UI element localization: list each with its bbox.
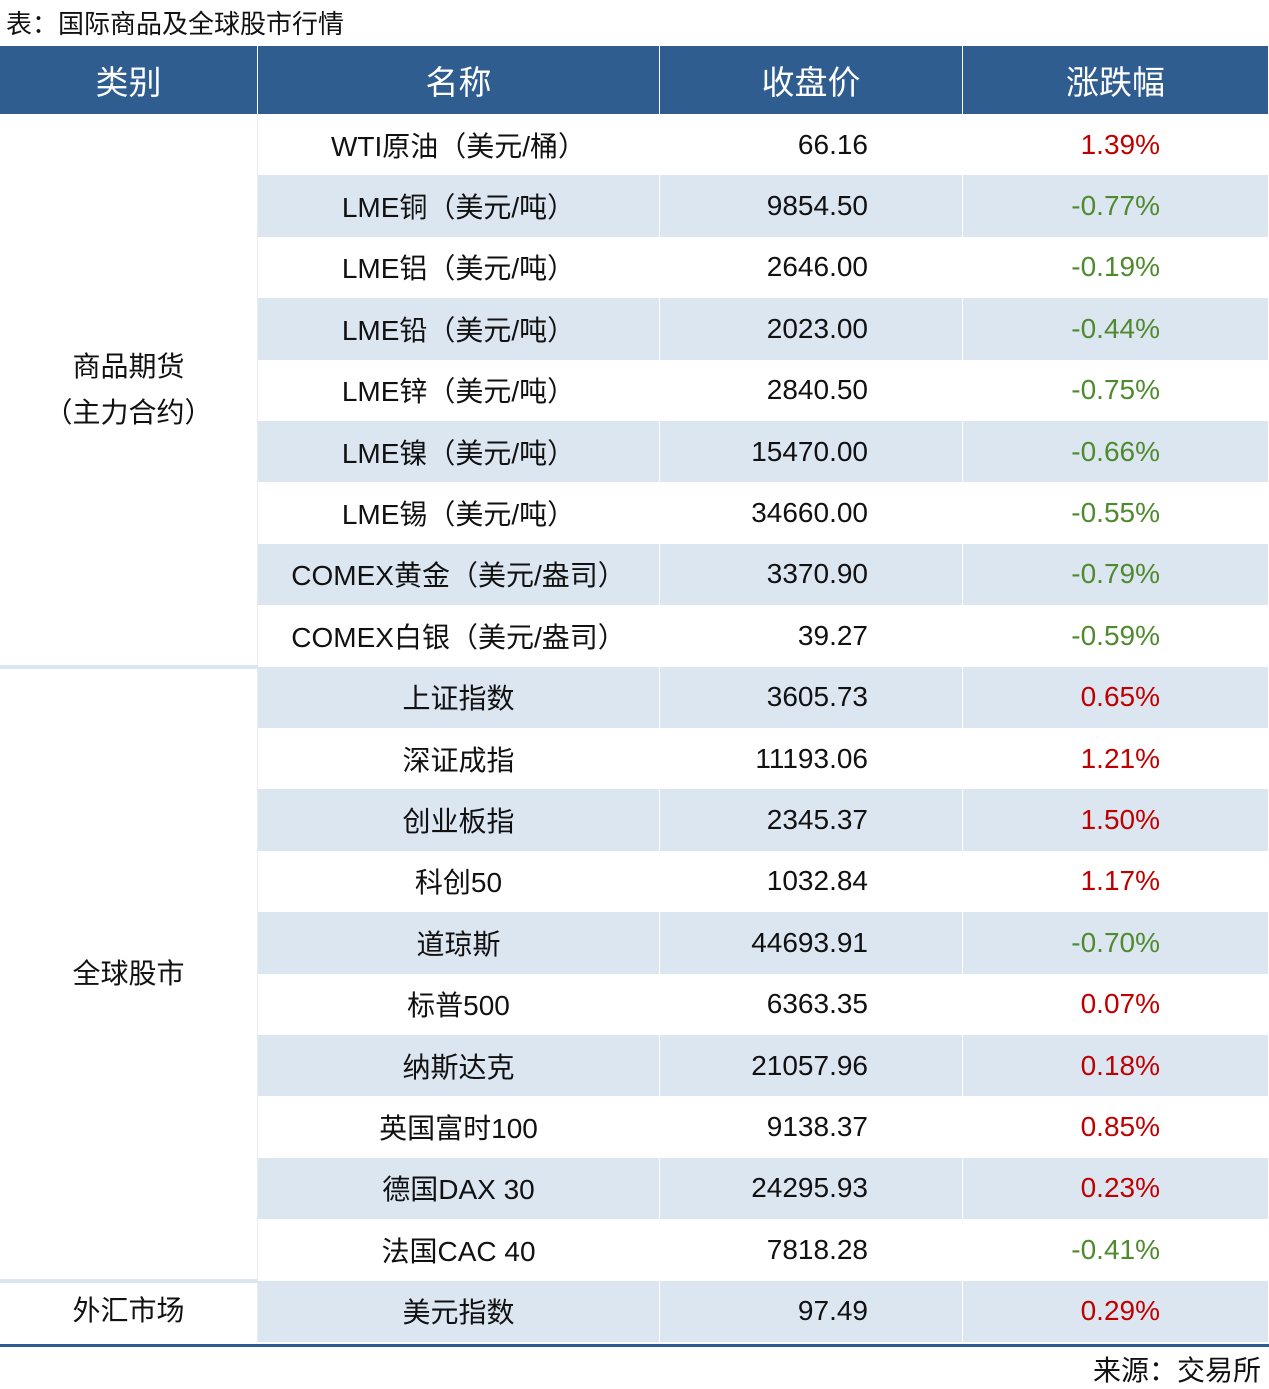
- category-text: 全球股市: [72, 957, 185, 989]
- name-cell: 英国富时100: [258, 1096, 660, 1158]
- change-cell: -0.55%: [963, 482, 1269, 544]
- header-cell: 涨跌幅: [963, 46, 1269, 114]
- change-cell: 0.29%: [963, 1280, 1269, 1342]
- price-cell: 6363.35: [660, 973, 963, 1035]
- name-cell: COMEX白银（美元/盎司）: [258, 605, 660, 667]
- name-cell: LME铅（美元/吨）: [258, 298, 660, 360]
- name-cell: 深证成指: [258, 728, 660, 790]
- change-cell: 1.39%: [963, 114, 1269, 176]
- change-cell: -0.19%: [963, 236, 1269, 299]
- category-cell: 外汇市场: [0, 1280, 258, 1342]
- price-cell: 44693.91: [660, 912, 963, 974]
- change-cell: -0.44%: [963, 298, 1269, 360]
- group-separator: [0, 1278, 258, 1283]
- change-cell: 1.17%: [963, 850, 1269, 913]
- change-cell: 1.21%: [963, 728, 1269, 790]
- change-cell: -0.77%: [963, 175, 1269, 237]
- change-cell: 0.07%: [963, 973, 1269, 1035]
- name-cell: 美元指数: [258, 1280, 660, 1342]
- price-cell: 97.49: [660, 1280, 963, 1342]
- header-cell: 收盘价: [660, 46, 963, 114]
- name-cell: LME铜（美元/吨）: [258, 175, 660, 237]
- change-cell: -0.59%: [963, 605, 1269, 667]
- name-cell: 德国DAX 30: [258, 1157, 660, 1220]
- price-cell: 2840.50: [660, 359, 963, 421]
- price-cell: 66.16: [660, 114, 963, 176]
- group-separator: [0, 664, 258, 669]
- price-cell: 11193.06: [660, 728, 963, 790]
- table-bottom-border: [0, 1344, 1269, 1347]
- price-cell: 24295.93: [660, 1157, 963, 1220]
- price-cell: 15470.00: [660, 421, 963, 483]
- price-cell: 2023.00: [660, 298, 963, 360]
- name-cell: WTI原油（美元/桶）: [258, 114, 660, 176]
- change-cell: 0.18%: [963, 1035, 1269, 1097]
- table-title: 表：国际商品及全球股市行情: [6, 8, 345, 39]
- category-text: （主力合约）: [44, 397, 213, 429]
- price-cell: 9138.37: [660, 1096, 963, 1158]
- change-cell: 0.65%: [963, 666, 1269, 728]
- change-cell: -0.75%: [963, 359, 1269, 421]
- name-cell: 法国CAC 40: [258, 1219, 660, 1281]
- category-cell: 全球股市: [0, 666, 258, 1281]
- name-cell: COMEX黄金（美元/盎司）: [258, 543, 660, 606]
- category-cell: 商品期货 （主力合约）: [0, 114, 258, 667]
- name-cell: LME锌（美元/吨）: [258, 359, 660, 421]
- change-cell: 0.85%: [963, 1096, 1269, 1158]
- name-cell: LME锡（美元/吨）: [258, 482, 660, 544]
- price-cell: 2646.00: [660, 236, 963, 299]
- change-cell: 1.50%: [963, 789, 1269, 851]
- price-cell: 1032.84: [660, 850, 963, 913]
- name-cell: 道琼斯: [258, 912, 660, 974]
- name-cell: LME铝（美元/吨）: [258, 236, 660, 299]
- price-cell: 34660.00: [660, 482, 963, 544]
- change-cell: -0.79%: [963, 543, 1269, 606]
- name-cell: 上证指数: [258, 666, 660, 728]
- category-text: 外汇市场: [72, 1295, 185, 1327]
- price-cell: 3605.73: [660, 666, 963, 728]
- price-cell: 39.27: [660, 605, 963, 667]
- source-note: 来源：交易所: [1092, 1355, 1261, 1386]
- header-cell: 名称: [258, 46, 660, 114]
- name-cell: 创业板指: [258, 789, 660, 851]
- change-cell: -0.70%: [963, 912, 1269, 974]
- price-cell: 3370.90: [660, 543, 963, 606]
- change-cell: 0.23%: [963, 1157, 1269, 1220]
- price-cell: 7818.28: [660, 1219, 963, 1281]
- category-text: 商品期货: [72, 351, 185, 383]
- price-cell: 21057.96: [660, 1035, 963, 1097]
- name-cell: 标普500: [258, 973, 660, 1035]
- name-cell: 纳斯达克: [258, 1035, 660, 1097]
- change-cell: -0.41%: [963, 1219, 1269, 1281]
- header-cell: 类别: [0, 46, 258, 114]
- price-cell: 2345.37: [660, 789, 963, 851]
- name-cell: LME镍（美元/吨）: [258, 421, 660, 483]
- price-cell: 9854.50: [660, 175, 963, 237]
- name-cell: 科创50: [258, 850, 660, 913]
- change-cell: -0.66%: [963, 421, 1269, 483]
